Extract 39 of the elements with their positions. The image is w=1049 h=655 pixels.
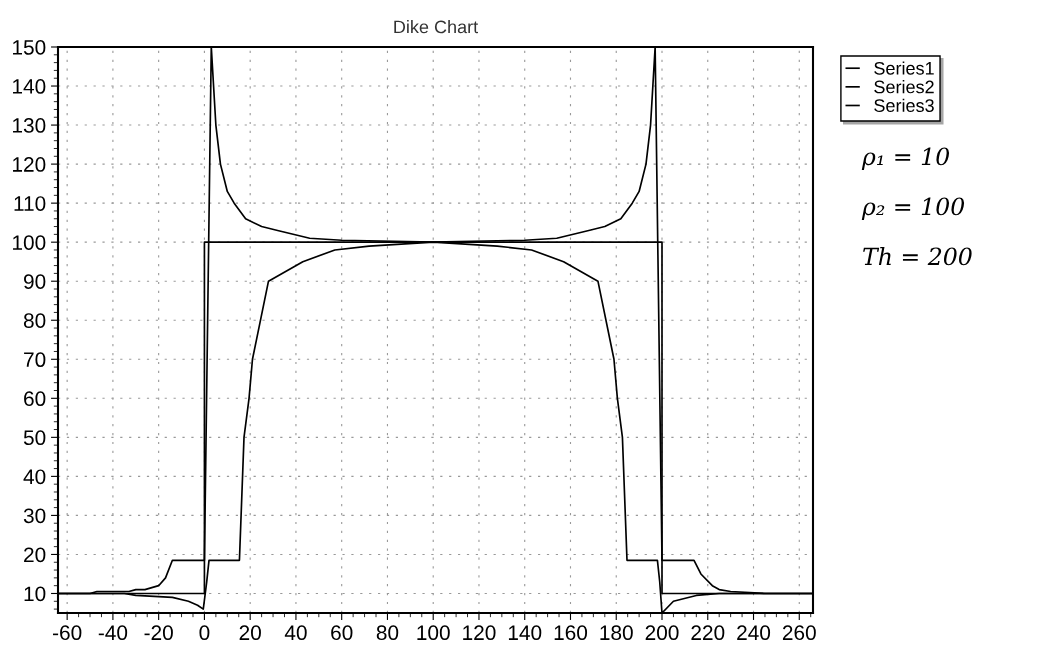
y-tick-label: 130 [13, 118, 46, 133]
x-tick-label: -40 [98, 625, 128, 641]
legend-label: Series2 [874, 80, 934, 94]
y-tick-label: 110 [14, 196, 46, 211]
x-tick-label: 60 [331, 625, 353, 641]
y-tick-label: 80 [23, 313, 46, 328]
y-tick-label: 60 [24, 391, 46, 407]
y-tick-label: 40 [23, 469, 46, 485]
y-tick-label: 10 [24, 586, 46, 602]
legend-label: Series3 [874, 98, 934, 112]
y-tick-label: 50 [23, 430, 46, 446]
legend-label: Series1 [874, 61, 934, 75]
x-tick-label: 180 [600, 625, 633, 641]
text: ρ₂ = 100 [861, 197, 964, 220]
x-tick-label: 260 [782, 625, 816, 641]
x-tick-label: 20 [239, 625, 261, 641]
y-tick-label: 20 [24, 547, 46, 563]
chart-title: Dike Chart [394, 20, 479, 34]
y-tick-label: 100 [13, 235, 46, 250]
x-tick-label: 240 [737, 625, 771, 641]
x-tick-label: 200 [645, 625, 679, 641]
y-tick-label: 150 [13, 40, 46, 55]
y-tick-label: 30 [23, 508, 46, 524]
text: ρ₁ = 10 [861, 147, 949, 170]
x-tick-label: -60 [53, 625, 82, 641]
y-tick-label: 90 [24, 274, 46, 289]
x-tick-label: 140 [508, 625, 542, 641]
x-tick-label: 120 [463, 625, 496, 641]
x-tick-label: -20 [144, 625, 173, 641]
text: Th = 200 [863, 247, 972, 266]
x-tick-label: 40 [284, 625, 307, 641]
x-tick-label: 0 [199, 625, 210, 641]
x-tick-label: 220 [691, 625, 725, 641]
y-tick-label: 120 [13, 157, 46, 172]
y-tick-label: 140 [13, 79, 46, 94]
x-tick-label: 100 [417, 625, 450, 641]
y-tick-label: 70 [24, 352, 46, 368]
x-tick-label: 160 [554, 625, 588, 641]
x-tick-label: 80 [376, 625, 399, 641]
